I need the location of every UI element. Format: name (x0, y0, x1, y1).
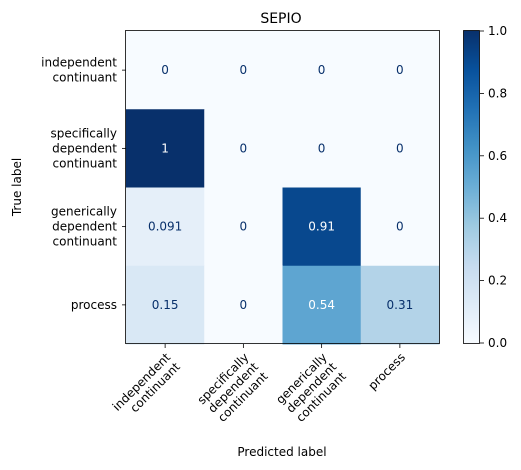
y-tick-label: process (71, 298, 117, 312)
y-axis-label: True label (10, 158, 24, 217)
heatmap-cell (126, 109, 205, 188)
heatmap-cell (126, 187, 205, 267)
heatmap-cell (126, 31, 205, 110)
y-tick-label: dependent (52, 141, 117, 155)
chart-title: SEPIO (260, 11, 301, 27)
heatmap-cell-labels: 0 0 0 0 1 0 0 0 0.091 0 0.91 0 0.15 0 0.54 0.31 (148, 63, 413, 312)
cell-value-label: 0 (161, 63, 169, 77)
cell-value-label: 0.91 (308, 220, 335, 234)
cell-value-label: 0 (318, 141, 326, 155)
heatmap-cell (360, 31, 440, 110)
heatmap-cell (282, 109, 362, 188)
y-tick-label: continuant (53, 156, 118, 170)
y-tick-label: generically (51, 205, 117, 219)
cell-value-label: 1 (161, 141, 169, 155)
cell-value-label: 0.091 (148, 220, 182, 234)
y-tick-label: specifically (51, 126, 117, 140)
cell-value-label: 0 (396, 141, 404, 155)
y-tick-label: independent (41, 56, 117, 70)
colorbar-tick-label: 0.8 (488, 86, 507, 100)
heatmap-cell (360, 187, 440, 267)
colorbar-tick-label: 0.6 (488, 149, 507, 163)
y-tick-label: continuant (53, 235, 118, 249)
cell-value-label: 0 (318, 63, 326, 77)
colorbar-tick-label: 1.0 (488, 24, 507, 38)
cell-value-label: 0 (396, 63, 404, 77)
y-axis-ticks: independentcontinuantspecificallydepende… (41, 56, 126, 312)
heatmap-cell (282, 187, 362, 267)
x-tick-label-group: process (365, 350, 408, 393)
heatmap-cells (126, 31, 440, 345)
colorbar-tick-label: 0.0 (488, 336, 507, 350)
heatmap-cell (204, 109, 283, 188)
y-tick-label: continuant (53, 71, 118, 85)
cell-value-label: 0 (240, 141, 248, 155)
colorbar (463, 30, 480, 344)
colorbar-tick-label: 0.2 (488, 274, 507, 288)
cell-value-label: 0 (396, 220, 404, 234)
heatmap-cell (204, 31, 283, 110)
heatmap-cell (282, 265, 362, 345)
x-tick-label: process (365, 350, 408, 393)
colorbar-ticks: 0.0 0.2 0.4 0.6 0.8 1.0 (480, 24, 507, 350)
cell-value-label: 0.54 (308, 298, 335, 312)
heatmap-cell (360, 265, 440, 345)
y-tick-label: dependent (52, 220, 117, 234)
plot-frame (125, 30, 440, 344)
cell-value-label: 0 (240, 63, 248, 77)
cell-value-label: 0.15 (152, 298, 179, 312)
heatmap-cell (204, 265, 283, 345)
x-axis-label: Predicted label (237, 445, 326, 459)
heatmap-cell (126, 265, 205, 345)
cell-value-label: 0.31 (387, 298, 414, 312)
cell-value-label: 0 (240, 220, 248, 234)
heatmap-cell (204, 187, 283, 267)
heatmap-cell (360, 109, 440, 188)
cell-value-label: 0 (240, 298, 248, 312)
heatmap-cell (282, 31, 362, 110)
colorbar-tick-label: 0.4 (488, 211, 507, 225)
